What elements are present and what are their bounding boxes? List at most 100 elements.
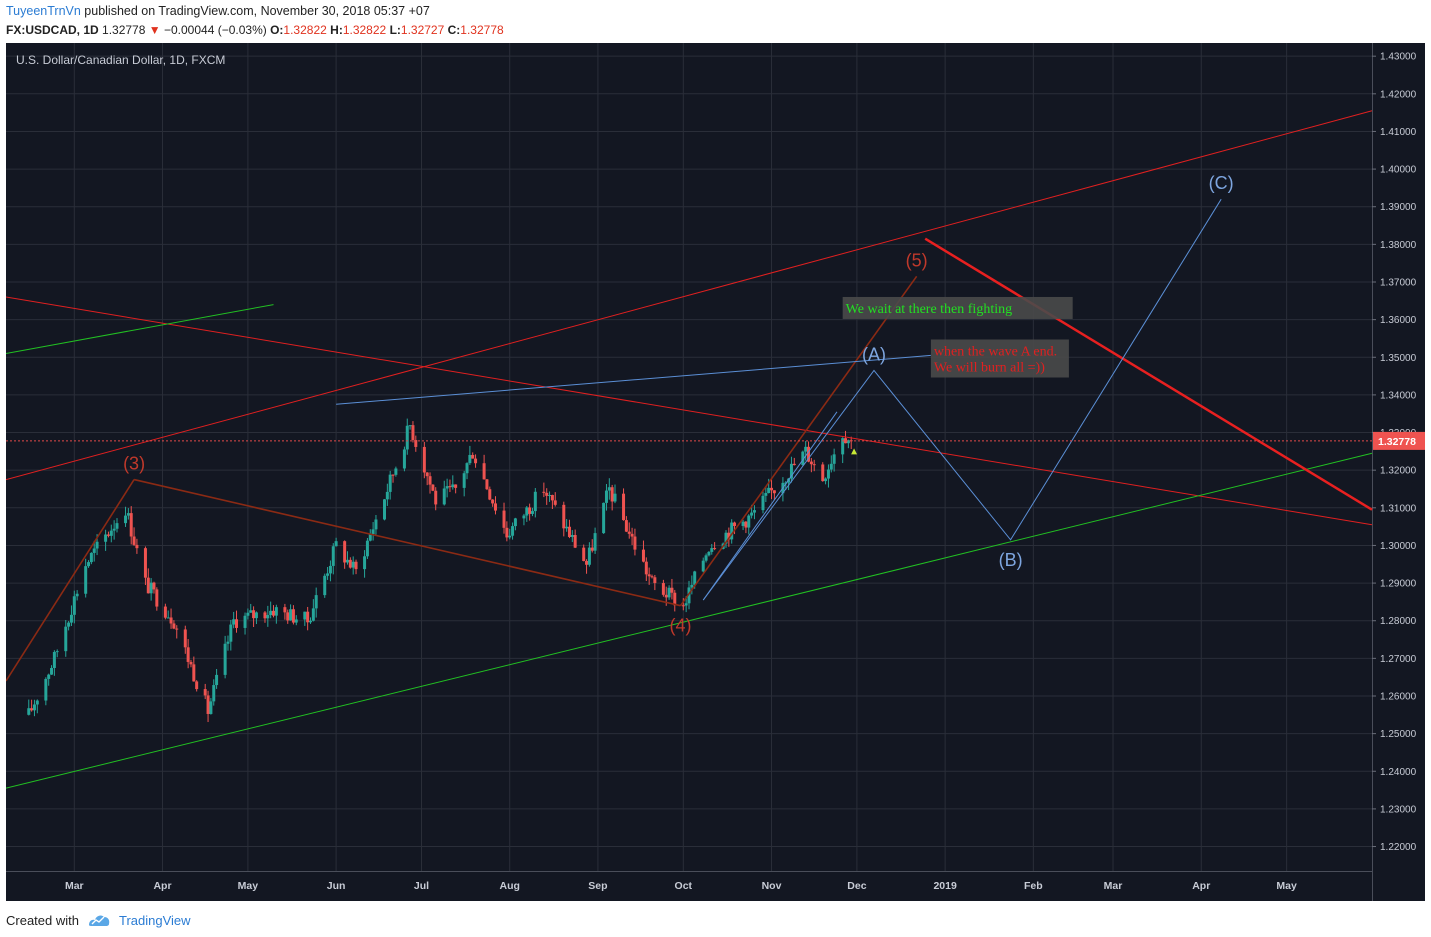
candle-body [445, 486, 449, 489]
candle [513, 517, 517, 531]
candle-body [826, 469, 830, 479]
candle [331, 543, 335, 575]
candle [468, 445, 472, 465]
candle [314, 587, 318, 618]
chart-title: U.S. Dollar/Canadian Dollar, 1D, FXCM [16, 53, 225, 67]
candle [710, 543, 714, 555]
candle-body [126, 513, 130, 516]
candle-body [553, 500, 557, 505]
candle-body [733, 522, 737, 526]
candle [209, 697, 213, 715]
candle-body [809, 461, 813, 465]
candle-body [772, 490, 776, 494]
candle [493, 496, 497, 515]
candle [724, 530, 728, 548]
candle-body [801, 451, 805, 466]
candle-body [789, 463, 793, 479]
candle [328, 560, 332, 582]
candle [183, 625, 187, 654]
candle [474, 454, 478, 468]
candle [343, 540, 347, 569]
candle-body [573, 535, 577, 548]
candle-body [314, 595, 318, 609]
candle-body [269, 610, 273, 616]
candle-body [485, 479, 489, 490]
candle-body [109, 530, 113, 536]
candle-body [630, 533, 634, 537]
candle-body [35, 700, 39, 705]
y-tick-label: 1.31000 [1380, 503, 1417, 514]
candle [64, 619, 68, 657]
candle-body [647, 574, 651, 577]
y-tick-label: 1.43000 [1380, 52, 1417, 63]
candle [106, 531, 110, 538]
candle-body [690, 584, 694, 588]
candle-body [704, 555, 708, 561]
candle [641, 540, 645, 563]
candle [87, 560, 91, 568]
candle-body [522, 515, 526, 519]
candle-body [331, 546, 335, 566]
trendline-bold-red-descending [924, 237, 1373, 511]
footer: Created with TradingView [6, 909, 191, 931]
candle-body [613, 493, 617, 502]
candle-body [844, 438, 848, 444]
candle-body [425, 472, 429, 477]
candle-body [428, 476, 432, 485]
candle-body [30, 708, 34, 711]
candle [647, 567, 651, 585]
candle [135, 538, 139, 554]
tradingview-brand-link[interactable]: TradingView [118, 912, 191, 928]
candle [542, 482, 546, 498]
candle-body [570, 535, 574, 537]
candle [149, 578, 153, 601]
x-tick-label: Oct [675, 880, 693, 892]
candle [644, 557, 648, 582]
candle [192, 656, 196, 682]
symbol-label: FX:USDCAD, 1D [6, 23, 99, 37]
candle-body [670, 587, 674, 593]
candle-body [841, 438, 845, 455]
wave-abc-path [702, 198, 1222, 601]
ohlc-line: FX:USDCAD, 1D 1.32778 ▼ −0.00044 (−0.03%… [6, 23, 504, 37]
x-tick-label: May [238, 880, 259, 892]
candle-body [832, 454, 836, 464]
candle [587, 542, 591, 567]
candle [590, 539, 594, 553]
price-chart[interactable]: 1.43000 1.42000 1.41000 1.40000 1.39000 1.380… [6, 43, 1425, 901]
candle [491, 499, 495, 507]
candle [445, 478, 449, 498]
candle [235, 610, 239, 633]
candle-body [829, 463, 833, 470]
candle-body [513, 518, 517, 527]
y-tick-label: 1.26000 [1380, 691, 1417, 702]
candle [772, 490, 776, 501]
candle-body [112, 528, 116, 531]
candle-body [206, 695, 210, 714]
low-label: L: [389, 23, 401, 37]
author-link[interactable]: TuyeenTrnVn [6, 4, 81, 18]
candle [411, 421, 415, 443]
candle [545, 488, 549, 505]
candle-body [767, 487, 771, 494]
candle-body [192, 664, 196, 682]
candle [809, 458, 813, 473]
candle [701, 557, 705, 573]
candle [32, 699, 36, 717]
candle-body [471, 454, 475, 459]
candle-body [243, 615, 247, 628]
candle-body [252, 610, 256, 619]
candle-body [747, 515, 751, 528]
candle [789, 456, 793, 483]
candle-body [710, 548, 714, 552]
candle-body [610, 487, 614, 502]
candle-body [550, 495, 554, 501]
candle-body [650, 576, 654, 578]
candle-body [55, 651, 59, 653]
candle [334, 537, 338, 547]
candle [570, 530, 574, 543]
candle [44, 677, 48, 706]
candle-body [44, 678, 48, 701]
candle-body [84, 566, 88, 594]
low-value: 1.32727 [400, 23, 445, 37]
